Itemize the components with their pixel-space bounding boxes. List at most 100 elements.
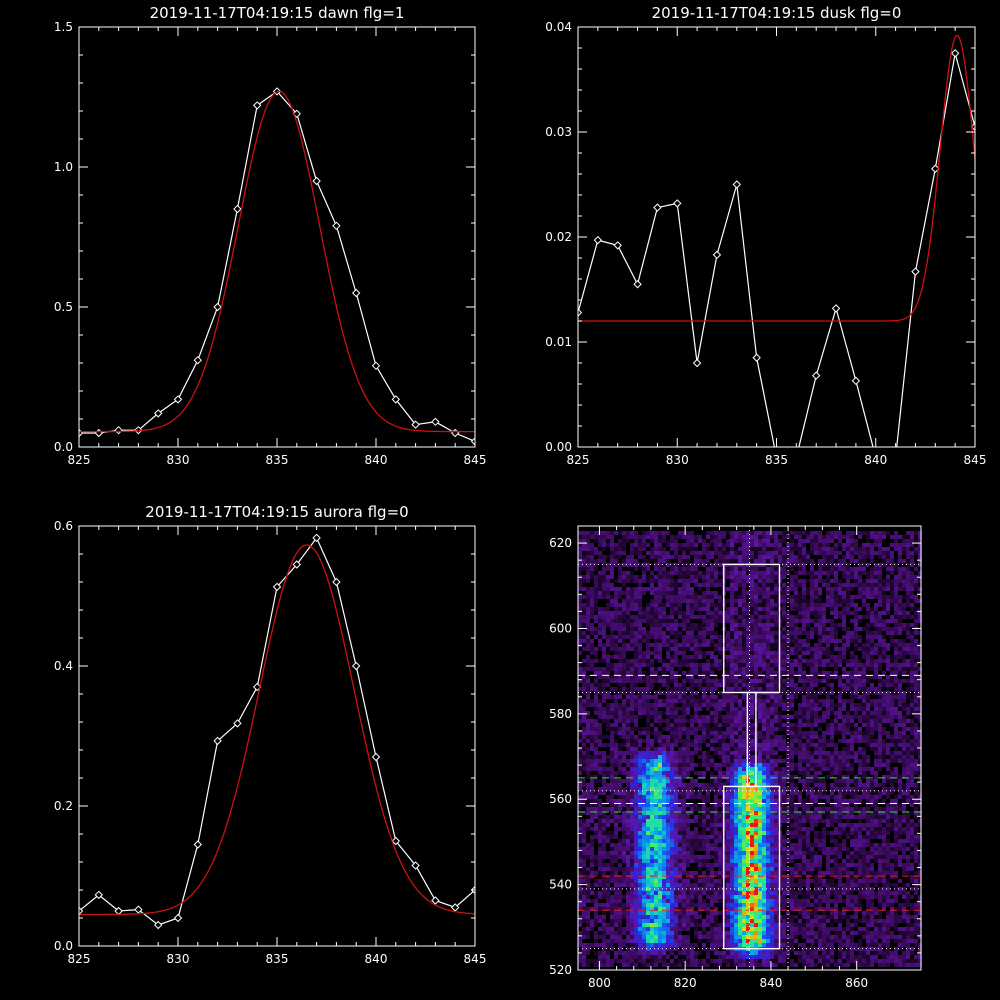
heatmap-cell xyxy=(830,607,834,611)
heatmap-cell xyxy=(614,655,618,659)
heatmap-cell xyxy=(770,635,774,639)
heatmap-cell xyxy=(706,763,710,767)
heatmap-cell xyxy=(774,595,778,599)
heatmap-cell xyxy=(766,603,770,607)
heatmap-cell xyxy=(602,735,606,739)
heatmap-cell xyxy=(898,535,902,539)
heatmap-cell xyxy=(686,735,690,739)
heatmap-cell xyxy=(886,595,890,599)
heatmap-cell xyxy=(754,667,758,671)
heatmap-cell xyxy=(654,731,658,735)
heatmap-cell xyxy=(762,631,766,635)
heatmap-cell xyxy=(814,679,818,683)
heatmap-cell xyxy=(718,703,722,707)
heatmap-cell xyxy=(838,559,842,563)
heatmap-cell xyxy=(862,679,866,683)
heatmap-cell xyxy=(662,539,666,543)
heatmap-cell xyxy=(842,619,846,623)
heatmap-cell xyxy=(658,651,662,655)
heatmap-cell xyxy=(630,559,634,563)
heatmap-cell xyxy=(602,687,606,691)
heatmap-cell xyxy=(902,579,906,583)
heatmap-cell xyxy=(674,683,678,687)
data-point xyxy=(332,221,341,231)
heatmap-cell xyxy=(626,575,630,579)
heatmap-cell xyxy=(910,711,914,715)
heatmap-cell xyxy=(658,779,662,783)
heatmap-cell xyxy=(658,559,662,563)
heatmap-cell xyxy=(766,627,770,631)
heatmap-cell xyxy=(806,683,810,687)
heatmap-cell xyxy=(866,579,870,583)
heatmap-cell xyxy=(586,699,590,703)
heatmap-cell xyxy=(814,759,818,763)
heatmap-cell xyxy=(698,555,702,559)
heatmap-cell xyxy=(830,551,834,555)
heatmap-cell xyxy=(598,643,602,647)
heatmap-cell xyxy=(718,751,722,755)
heatmap-cell xyxy=(854,755,858,759)
heatmap-cell xyxy=(790,607,794,611)
heatmap-cell xyxy=(738,755,742,759)
heatmap-cell xyxy=(698,651,702,655)
heatmap-cell xyxy=(734,707,738,711)
heatmap-cell xyxy=(690,739,694,743)
heatmap-cell xyxy=(718,683,722,687)
heatmap-cell xyxy=(578,543,582,547)
heatmap-cell xyxy=(790,695,794,699)
heatmap-cell xyxy=(854,655,858,659)
heatmap-cell xyxy=(690,635,694,639)
heatmap-cell xyxy=(586,751,590,755)
heatmap-cell xyxy=(650,711,654,715)
heatmap-cell xyxy=(618,671,622,675)
heatmap-cell xyxy=(730,539,734,543)
heatmap-cell xyxy=(838,587,842,591)
heatmap-cell xyxy=(886,611,890,615)
heatmap-cell xyxy=(730,747,734,751)
heatmap-cell xyxy=(846,535,850,539)
heatmap-cell xyxy=(658,655,662,659)
heatmap-cell xyxy=(622,675,626,679)
heatmap-cell xyxy=(578,779,582,783)
heatmap-cell xyxy=(834,767,838,771)
heatmap-cell xyxy=(686,675,690,679)
heatmap-cell xyxy=(894,547,898,551)
heatmap-cell xyxy=(906,707,910,711)
heatmap-cell xyxy=(878,611,882,615)
heatmap-cell xyxy=(910,747,914,751)
heatmap-cell xyxy=(882,643,886,647)
heatmap-cell xyxy=(874,671,878,675)
heatmap-cell xyxy=(682,619,686,623)
heatmap-cell xyxy=(814,775,818,779)
heatmap-cell xyxy=(746,675,750,679)
heatmap-cell xyxy=(830,775,834,779)
heatmap-cell xyxy=(738,719,742,723)
heatmap-cell xyxy=(614,667,618,671)
heatmap-cell xyxy=(590,639,594,643)
heatmap-cell xyxy=(586,587,590,591)
heatmap-cell xyxy=(682,567,686,571)
heatmap-cell xyxy=(770,747,774,751)
heatmap-cell xyxy=(898,627,902,631)
heatmap-cell xyxy=(762,735,766,739)
heatmap-cell xyxy=(838,703,842,707)
heatmap-cell xyxy=(606,727,610,731)
heatmap-cell xyxy=(606,723,610,727)
heatmap-cell xyxy=(610,731,614,735)
heatmap-cell xyxy=(630,531,634,535)
heatmap-cell xyxy=(730,639,734,643)
heatmap-cell xyxy=(662,555,666,559)
heatmap-cell xyxy=(634,719,638,723)
heatmap-cell xyxy=(650,687,654,691)
heatmap-cell xyxy=(794,563,798,567)
heatmap-cell xyxy=(798,739,802,743)
heatmap-cell xyxy=(658,691,662,695)
heatmap-cell xyxy=(666,703,670,707)
heatmap-cell xyxy=(666,751,670,755)
heatmap-cell xyxy=(770,699,774,703)
heatmap-cell xyxy=(790,671,794,675)
heatmap-cell xyxy=(890,559,894,563)
heatmap-cell xyxy=(662,619,666,623)
heatmap-cell xyxy=(810,755,814,759)
heatmap-cell xyxy=(590,595,594,599)
